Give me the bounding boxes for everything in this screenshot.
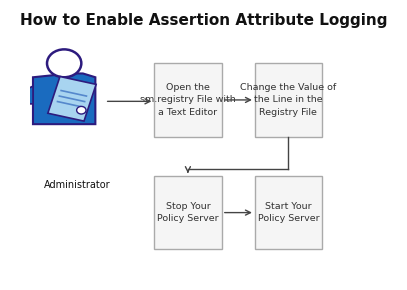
Text: How to Enable Assertion Attribute Logging: How to Enable Assertion Attribute Loggin… bbox=[20, 13, 387, 28]
FancyBboxPatch shape bbox=[154, 63, 222, 137]
Text: Change the Value of
the Line in the
Registry File: Change the Value of the Line in the Regi… bbox=[240, 83, 337, 117]
Text: Open the
sm.registry File with
a Text Editor: Open the sm.registry File with a Text Ed… bbox=[140, 83, 236, 117]
FancyBboxPatch shape bbox=[255, 176, 322, 249]
Text: Administrator: Administrator bbox=[44, 180, 110, 190]
FancyBboxPatch shape bbox=[255, 63, 322, 137]
Text: Stop Your
Policy Server: Stop Your Policy Server bbox=[157, 202, 219, 223]
Polygon shape bbox=[48, 77, 96, 121]
FancyBboxPatch shape bbox=[154, 176, 222, 249]
Polygon shape bbox=[33, 73, 95, 124]
Polygon shape bbox=[18, 86, 33, 104]
Circle shape bbox=[77, 106, 86, 114]
Circle shape bbox=[47, 49, 81, 77]
Text: Start Your
Policy Server: Start Your Policy Server bbox=[258, 202, 319, 223]
